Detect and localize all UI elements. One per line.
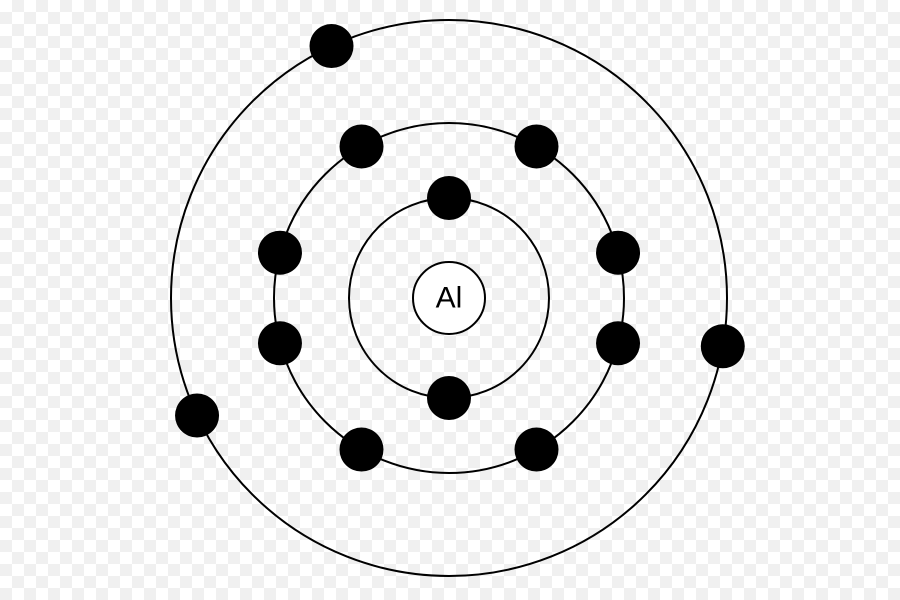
electron-shell2-8	[596, 321, 640, 365]
electron-shell2-7	[515, 428, 559, 472]
electron-shell3-3	[701, 324, 745, 368]
nucleus: Al	[413, 262, 485, 334]
electron-shell2-6	[340, 428, 384, 472]
electron-shell2-2	[515, 124, 559, 168]
electron-shell2-5	[258, 321, 302, 365]
electron-shell1-1	[427, 176, 471, 220]
electron-shell2-1	[596, 231, 640, 275]
electrons	[175, 24, 745, 472]
electron-shell2-4	[258, 231, 302, 275]
electron-shell2-3	[340, 124, 384, 168]
electron-shell3-1	[310, 24, 354, 68]
bohr-model-diagram: Al	[0, 0, 900, 600]
electron-shell3-2	[175, 393, 219, 437]
nucleus-label: Al	[436, 282, 463, 315]
electron-shell1-2	[427, 376, 471, 420]
